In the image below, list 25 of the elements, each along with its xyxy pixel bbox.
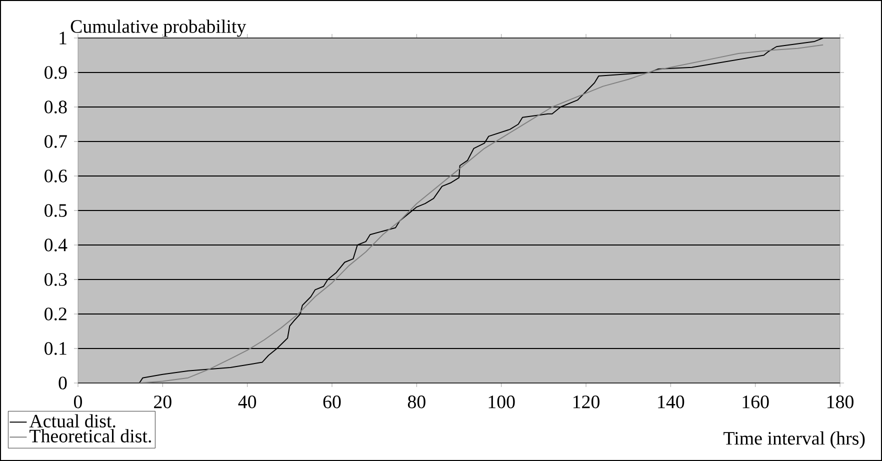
- legend-label: Actual dist.: [29, 414, 116, 428]
- y-tick-label: 0.9: [44, 66, 67, 79]
- x-axis-title: Time interval (hrs): [724, 431, 865, 449]
- y-tick-label: 0.2: [44, 308, 66, 320]
- y-tick-label: 0.5: [44, 204, 67, 217]
- x-tick-label: 60: [323, 396, 341, 408]
- y-tick-label: 0.4: [44, 238, 68, 252]
- x-tick-label: 20: [154, 396, 172, 408]
- y-tick-label: 0.8: [44, 100, 67, 114]
- x-tick-label: 100: [488, 396, 515, 408]
- y-axis-title: Cumulative probability: [70, 20, 246, 37]
- y-tick-label: 0.1: [44, 342, 66, 355]
- legend-label: Theoretical dist.: [30, 429, 151, 443]
- y-tick-label: 0.3: [44, 273, 67, 286]
- x-tick-label: 180: [827, 396, 854, 408]
- y-tick-label: 0.7: [44, 135, 67, 148]
- y-tick-label: 0: [58, 376, 67, 390]
- x-tick-label: 120: [573, 396, 600, 408]
- x-tick-label: 0: [74, 396, 82, 408]
- y-tick-label: 0.6: [44, 170, 67, 182]
- y-tick-label: 1: [60, 32, 66, 44]
- x-tick-label: 80: [408, 396, 426, 408]
- x-tick-label: 160: [742, 396, 769, 408]
- x-tick-label: 140: [658, 396, 684, 408]
- x-tick-label: 40: [238, 396, 256, 408]
